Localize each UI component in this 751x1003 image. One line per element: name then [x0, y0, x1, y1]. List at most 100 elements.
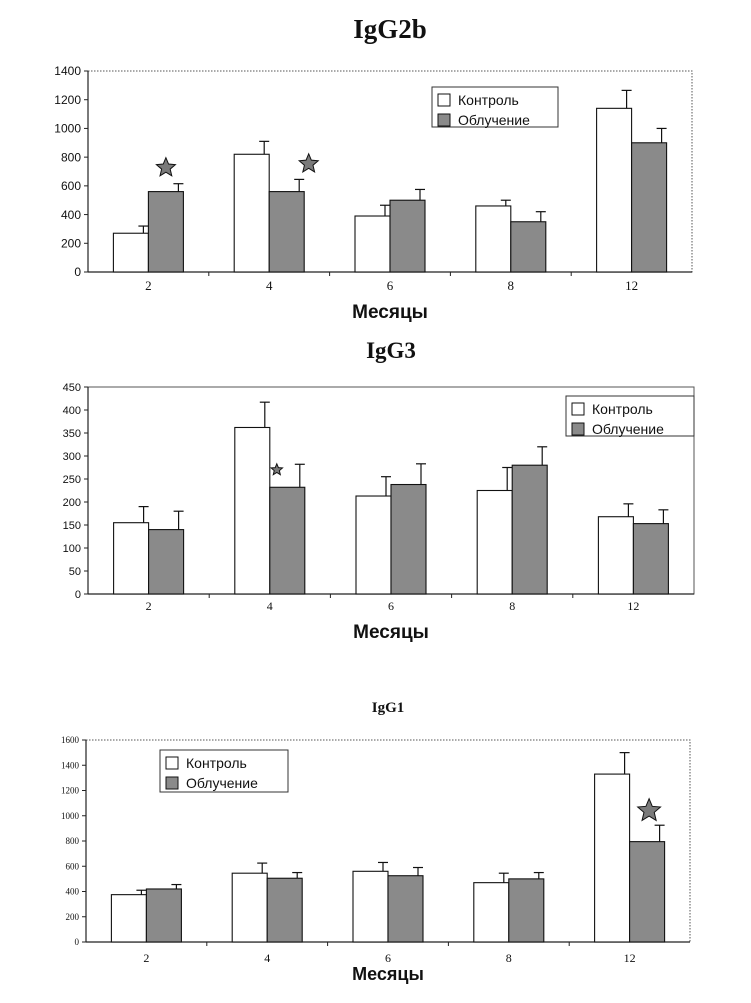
y-tick-label: 150 [63, 520, 81, 532]
y-tick-label: 200 [66, 912, 80, 922]
legend: Контроль Облучение [431, 86, 559, 128]
y-tick-label: 400 [61, 208, 81, 222]
x-tick-label: 4 [266, 278, 273, 293]
y-tick-label: 1400 [61, 760, 80, 770]
legend: Контроль Облучение [565, 395, 695, 437]
y-tick-label: 300 [63, 451, 81, 463]
y-tick-label: 1200 [61, 786, 80, 796]
bar-irradiation [266, 877, 303, 943]
bar-irradiation [511, 464, 548, 595]
y-tick-label: 200 [63, 497, 81, 509]
y-tick-label: 100 [63, 543, 81, 555]
bar-control [352, 870, 389, 943]
significance-star [636, 797, 662, 822]
x-tick-label: 8 [508, 278, 515, 293]
legend-label: Облучение [592, 421, 664, 437]
bar-control [473, 882, 510, 943]
legend-label: Контроль [186, 755, 247, 771]
bar-irradiation [145, 888, 182, 943]
y-tick-label: 1600 [61, 735, 80, 745]
y-tick-label: 200 [61, 236, 81, 250]
y-tick-label: 1400 [54, 64, 81, 78]
chart-igg2b: IgG2b 0 200 400 600 800 1000 1200 1400 2 4 6 8 12 Меся… [54, 14, 693, 323]
bar-control [475, 205, 512, 273]
chart-title: IgG2b [353, 14, 427, 44]
x-tick-label: 6 [387, 278, 394, 293]
chart-title: IgG1 [372, 700, 405, 716]
bar-control [233, 153, 270, 273]
x-tick-label: 4 [267, 599, 273, 613]
x-axis-label: Месяцы [352, 302, 428, 323]
x-tick-label: 8 [509, 599, 515, 613]
y-tick-label: 400 [63, 405, 81, 417]
bar-control [596, 107, 633, 273]
bar-irradiation [508, 878, 545, 943]
x-tick-label: 8 [506, 951, 512, 965]
legend-swatch-control [437, 93, 451, 107]
bar-irradiation [390, 483, 427, 595]
y-tick-label: 400 [66, 887, 80, 897]
legend-box [159, 749, 289, 793]
legend-swatch-control [165, 756, 179, 770]
x-tick-label: 6 [385, 951, 391, 965]
y-tick-label: 250 [63, 474, 81, 486]
bar-irradiation [629, 841, 666, 943]
legend-label: Контроль [458, 92, 519, 108]
bar-irradiation [389, 199, 426, 273]
y-tick-label: 1000 [61, 811, 80, 821]
bar-irradiation [148, 529, 185, 595]
bar-control [231, 872, 268, 943]
legend-swatch-irradiation [165, 776, 179, 790]
x-tick-label: 12 [624, 951, 636, 965]
chart-igg1: IgG1 0 200 400 600 800 1000 1200 1400 1600 2 4 6 8 12 М… [61, 700, 691, 984]
legend-swatch-irradiation [571, 422, 585, 436]
y-tick-label: 450 [63, 382, 81, 394]
bar-irradiation [268, 191, 305, 273]
bar-control [355, 495, 392, 595]
bar-irradiation [632, 523, 669, 595]
chart-igg3: IgG3 0 50 100 150 200 250 300 350 400 450 2 4 6 8 12 Мес… [63, 338, 695, 643]
legend-box [431, 86, 559, 128]
y-tick-label: 800 [66, 836, 80, 846]
y-tick-label: 800 [61, 150, 81, 164]
x-axis-label: Месяцы [353, 622, 429, 643]
bar-irradiation [387, 875, 424, 943]
bar-control [112, 232, 149, 273]
x-tick-label: 4 [264, 951, 270, 965]
legend-label: Облучение [458, 112, 530, 128]
bar-control [476, 489, 513, 595]
y-tick-label: 1200 [54, 93, 81, 107]
y-tick-label: 50 [69, 566, 81, 578]
x-tick-label: 2 [146, 599, 152, 613]
legend-label: Контроль [592, 401, 653, 417]
legend-swatch-control [571, 402, 585, 416]
x-axis-label: Месяцы [352, 964, 424, 984]
y-tick-label: 600 [66, 861, 80, 871]
bar-control [597, 516, 634, 595]
bar-irradiation [631, 142, 668, 273]
chart-title: IgG3 [366, 338, 416, 363]
x-tick-label: 12 [625, 278, 638, 293]
significance-star [297, 152, 320, 173]
bar-irradiation [510, 221, 547, 273]
bar-control [594, 773, 631, 943]
bar-irradiation [269, 486, 306, 595]
x-tick-label: 12 [627, 599, 639, 613]
y-tick-label: 350 [63, 428, 81, 440]
bar-control [113, 522, 150, 595]
y-tick-label: 1000 [54, 122, 81, 136]
significance-star [155, 156, 177, 177]
bar-irradiation [147, 191, 184, 273]
bar-control [110, 894, 147, 943]
x-tick-label: 2 [145, 278, 152, 293]
significance-star [269, 462, 284, 476]
legend: Контроль Облучение [159, 749, 289, 793]
bar-control [354, 215, 391, 273]
legend-swatch-irradiation [437, 113, 451, 127]
x-tick-label: 2 [143, 951, 149, 965]
y-tick-label: 0 [75, 589, 81, 601]
x-tick-label: 6 [388, 599, 394, 613]
legend-label: Облучение [186, 775, 258, 791]
bar-control [234, 426, 271, 595]
y-tick-label: 0 [75, 937, 80, 947]
